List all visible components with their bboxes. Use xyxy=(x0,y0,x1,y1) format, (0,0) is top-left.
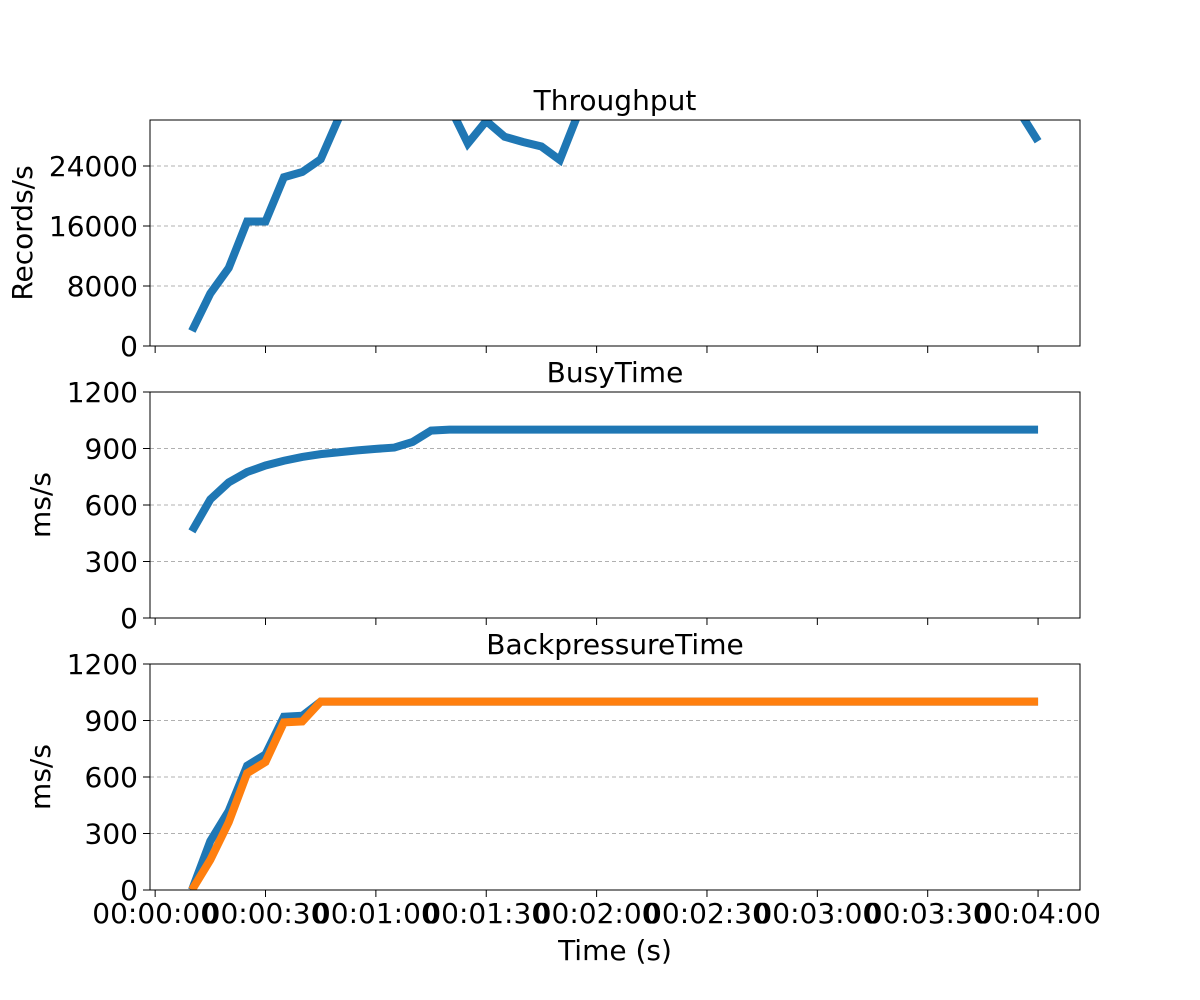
data-line xyxy=(188,425,1039,534)
x-tick-label: 00:01:30 xyxy=(423,897,549,930)
subplot-title: BackpressureTime xyxy=(486,628,743,661)
y-tick-label: 300 xyxy=(85,818,138,851)
subplot: 0300600900120000:00:0000:00:3000:01:0000… xyxy=(24,628,1101,967)
x-tick-label: 00:02:30 xyxy=(644,897,770,930)
axes-frame xyxy=(149,119,1081,347)
x-tick-label: 00:01:00 xyxy=(313,897,439,930)
data-line xyxy=(188,697,1039,890)
y-tick-label: 0 xyxy=(120,330,138,363)
x-tick-label: 00:02:00 xyxy=(534,897,660,930)
axes-frame xyxy=(149,391,1081,619)
x-tick-label: 00:03:00 xyxy=(754,897,880,930)
subplot: 0 8000 16000 24000 Throughput Records/s xyxy=(6,84,1081,363)
y-tick-label: 0 xyxy=(120,602,138,635)
y-tick-label: 24000 xyxy=(49,150,138,183)
subplot: 0 300 600 900 1200 BusyTime ms/s xyxy=(24,356,1081,635)
x-axis-label: Time (s) xyxy=(557,934,672,967)
subplot-title: Throughput xyxy=(533,84,697,117)
y-tick-label: 1200 xyxy=(67,376,138,409)
y-tick-label: 900 xyxy=(85,433,138,466)
axes-frame xyxy=(149,663,1081,891)
y-tick-label: 600 xyxy=(85,489,138,522)
y-axis-label: ms/s xyxy=(24,744,57,810)
y-tick-label: 8000 xyxy=(67,270,138,303)
x-tick-label: 00:03:30 xyxy=(865,897,991,930)
y-tick-label: 1200 xyxy=(67,648,138,681)
y-tick-label: 0 xyxy=(120,874,138,907)
y-tick-label: 300 xyxy=(85,546,138,579)
y-tick-label: 900 xyxy=(85,705,138,738)
x-tick-label: 00:04:00 xyxy=(975,897,1101,930)
y-tick-label: 600 xyxy=(85,761,138,794)
y-axis-label: ms/s xyxy=(24,472,57,538)
subplot-title: BusyTime xyxy=(547,356,684,389)
x-tick-label: 00:00:30 xyxy=(203,897,329,930)
y-axis-label: Records/s xyxy=(6,165,39,300)
data-line xyxy=(188,697,1039,890)
y-tick-label: 16000 xyxy=(49,210,138,243)
data-line xyxy=(188,120,1042,333)
x-tick-label: 00:00:00 xyxy=(92,897,218,930)
